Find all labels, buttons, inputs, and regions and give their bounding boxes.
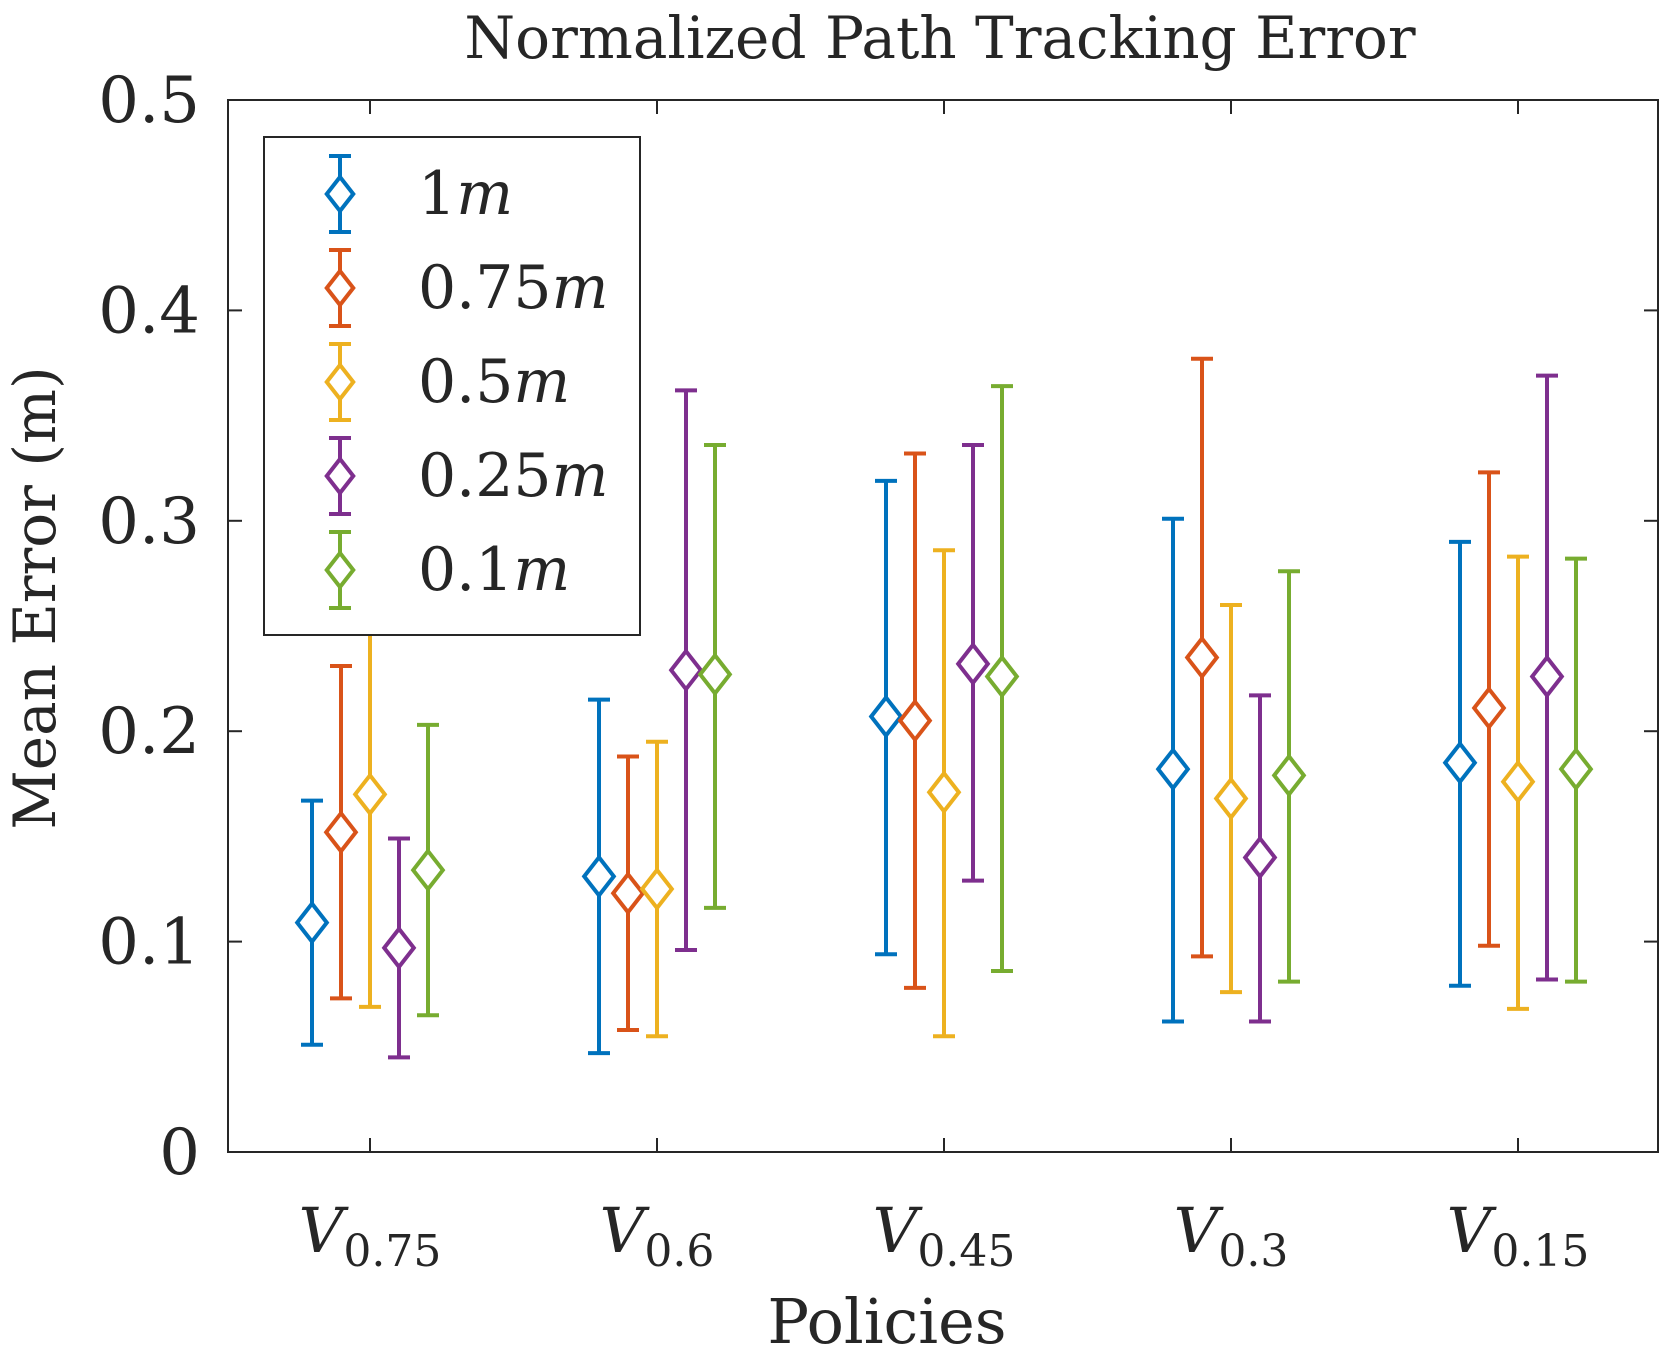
series-0.5m [352,548,1536,1039]
mean-marker [294,900,330,945]
series-0.75m [323,356,1507,1032]
legend-marker [324,361,356,403]
mean-marker [926,769,962,815]
mean-marker [868,694,904,739]
legend-item: 0.1m [324,530,570,610]
x-tick-label: V0.6 [600,1194,715,1277]
legend-box [263,136,641,636]
legend: 1m 0.75m 0.5m 0.25m 0.1m [263,136,641,636]
legend-label: 0.1m [418,535,570,605]
legend-marker [324,267,356,309]
mean-marker [1271,753,1307,798]
x-tick-label: V0.75 [299,1194,442,1277]
mean-marker [1155,746,1191,792]
mean-marker [581,854,617,899]
mean-marker [668,647,704,693]
mean-marker [1184,635,1220,680]
x-tick-label: V0.3 [1174,1194,1289,1277]
series-1m [294,478,1478,1056]
legend-label: 0.25m [418,441,609,511]
mean-marker [381,925,417,971]
x-axis-label: Policies [767,1285,1006,1353]
x-tick-label: V0.45 [873,1194,1016,1277]
mean-marker [1558,746,1594,792]
mean-marker [610,870,646,916]
legend-label: 0.75m [418,253,609,323]
legend-marker [324,455,356,497]
mean-marker [984,654,1020,699]
series-layer [294,356,1594,1060]
y-tick-label: 0.2 [98,695,200,769]
series-0.1m [410,384,1594,1018]
mean-marker [1529,654,1565,699]
series-0.25m [381,373,1565,1060]
y-tick-label: 0.1 [98,906,200,980]
y-axis: 0 0.1 0.2 0.3 0.4 0.5 [98,64,1658,1190]
mean-marker [897,698,933,743]
mean-marker [1442,740,1478,786]
y-axis-label: Mean Error (m) [1,366,69,829]
y-tick-label: 0.4 [98,274,200,348]
mean-marker [639,866,675,912]
legend-label: 1m [418,159,513,229]
mean-marker [955,641,991,687]
mean-marker [323,809,359,855]
mean-marker [1242,835,1278,880]
legend-marker [324,549,356,591]
y-tick-label: 0.5 [98,64,200,138]
legend-item: 1m [324,154,513,234]
mean-marker [352,772,388,817]
legend-item: 0.5m [324,342,570,422]
y-tick-label: 0 [159,1116,200,1190]
x-tick-label: V0.15 [1447,1194,1590,1277]
mean-marker [410,847,446,893]
mean-marker [1500,759,1536,804]
legend-items: 1m 0.75m 0.5m 0.25m 0.1m [324,154,609,610]
legend-item: 0.75m [324,248,609,328]
legend-item: 0.25m [324,436,609,516]
chart-title: Normalized Path Tracking Error [464,4,1415,72]
legend-marker [324,173,356,215]
y-tick-label: 0.3 [98,485,200,559]
x-axis: V0.75 V0.6 V0.45 V0.3 V0.15 [299,100,1590,1277]
mean-marker [697,652,733,697]
mean-marker [1213,776,1249,821]
legend-label: 0.5m [418,347,570,417]
mean-marker [1471,685,1507,731]
